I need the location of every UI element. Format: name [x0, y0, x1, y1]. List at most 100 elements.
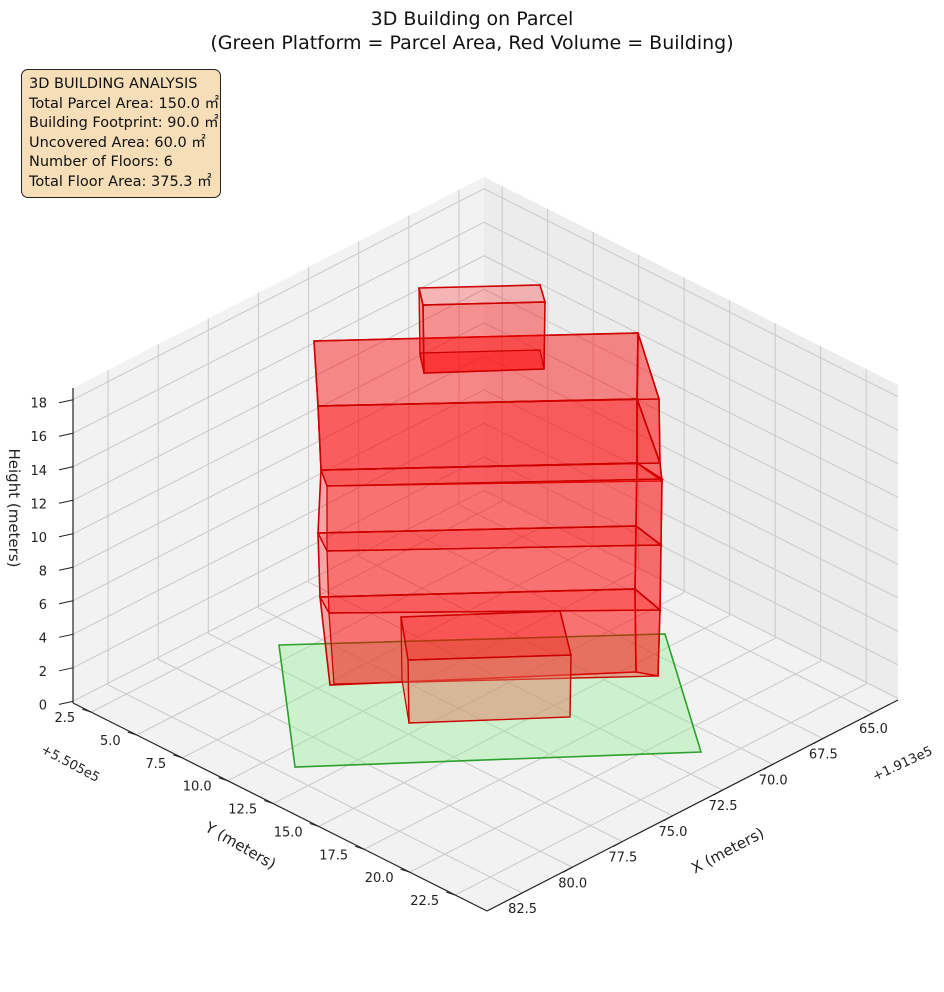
- info-total-floor-area: Total Floor Area: 375.3 ㎡: [29, 173, 212, 190]
- building-penthouse: [417, 284, 547, 374]
- chart-title: 3D Building on Parcel: [370, 8, 574, 30]
- y-tick-mark: [309, 822, 319, 827]
- grid-wall-z-left: [72, 322, 485, 535]
- grid-wall-z-right: [483, 288, 899, 498]
- grid-wall-z-left: [72, 389, 485, 602]
- y-tick-label: 17.5: [319, 848, 348, 863]
- grid-wall-z-right: [483, 489, 899, 699]
- building-annex: [400, 610, 573, 724]
- annex-top: [400, 610, 573, 661]
- x-tick-label: 67.5: [809, 748, 838, 763]
- info-number-of-floors: Number of Floors: 6: [29, 154, 173, 170]
- grid-floor-x: [208, 633, 623, 842]
- grid-wall-z-right: [483, 456, 899, 666]
- grid-floor-x: [308, 581, 723, 791]
- grid-wall-z-right: [483, 355, 899, 565]
- x-tick-label: 82.5: [508, 902, 537, 917]
- z-tick-label: 0: [39, 698, 47, 713]
- grid-wall-z-left: [72, 288, 485, 501]
- grid-floor-x: [458, 504, 874, 714]
- grid-floor-x: [107, 684, 523, 894]
- y-axis-label: Y (meters): [201, 818, 279, 873]
- y-tick-mark: [173, 754, 183, 759]
- grid-wall-z-right: [483, 221, 899, 431]
- x-axis-line: [486, 699, 899, 912]
- chart-subtitle: (Green Platform = Parcel Area, Red Volum…: [210, 32, 734, 54]
- y-tick-mark: [355, 845, 365, 850]
- grid-wall-z-right: [483, 188, 899, 398]
- x-tick-label: 65.0: [859, 722, 888, 737]
- penthouse-bottom: [419, 349, 545, 374]
- y-offset-label: +5.505e5: [38, 742, 102, 785]
- z-tick-label: 16: [30, 430, 47, 445]
- grid-floor-y: [363, 637, 776, 850]
- z-tick-mark: [58, 700, 74, 705]
- grid-floor-y: [227, 569, 639, 782]
- y-tick-label: 5.0: [100, 734, 121, 749]
- grid-floor-y: [272, 592, 685, 805]
- grid-floor-y: [318, 614, 730, 827]
- annex-side: [400, 616, 410, 724]
- grid-wall-z-right: [483, 422, 899, 632]
- grid-wall-z-right: [483, 389, 899, 599]
- floor-top-face: [316, 525, 664, 552]
- annex-front: [407, 654, 572, 724]
- x-tick-mark: [863, 712, 874, 719]
- z-tick-label: 18: [30, 397, 47, 412]
- y-tick-label: 12.5: [228, 803, 257, 818]
- info-parcel-area: Total Parcel Area: 150.0 ㎡: [29, 95, 220, 112]
- analysis-info-box: 3D BUILDING ANALYSIS Total Parcel Area: …: [21, 69, 221, 198]
- z-tick-mark: [58, 466, 74, 471]
- grid-floor-y: [409, 660, 821, 873]
- x-offset-label: +1.913e5: [870, 744, 935, 785]
- x-tick-label: 72.5: [709, 799, 738, 814]
- y-tick-mark: [400, 868, 410, 873]
- floor-top-face: [318, 588, 662, 614]
- grid-floor-x: [157, 658, 573, 868]
- x-tick-label: 75.0: [658, 825, 687, 840]
- y-tick-label: 7.5: [145, 757, 166, 772]
- x-tick-mark: [562, 866, 573, 873]
- grid-floor-x: [258, 607, 673, 817]
- y-tick-label: 2.5: [55, 711, 76, 726]
- grid-wall-z-left: [72, 355, 485, 568]
- y-tick-mark: [82, 708, 92, 713]
- x-axis-label: X (meters): [688, 824, 767, 877]
- grid-wall-z-left: [72, 456, 485, 669]
- x-tick-mark: [663, 815, 673, 822]
- info-heading: 3D BUILDING ANALYSIS: [29, 76, 198, 92]
- x-tick-mark: [813, 738, 824, 745]
- z-tick-label: 2: [39, 665, 47, 680]
- y-axis-line: [72, 702, 488, 912]
- y-tick-label: 15.0: [274, 825, 303, 840]
- y-tick-mark: [445, 891, 456, 896]
- floor-top-face: [317, 398, 661, 471]
- grid-wall-z-left: [72, 221, 485, 434]
- z-tick-mark: [58, 667, 74, 672]
- y-tick-label: 20.0: [365, 871, 394, 886]
- z-axis-label: Height (meters): [5, 449, 23, 568]
- y-tick-label: 22.5: [410, 894, 439, 909]
- building-floor: [316, 524, 664, 614]
- x-tick-mark: [613, 841, 623, 847]
- grid-floor-y: [454, 683, 867, 896]
- grid-floor-y: [181, 546, 594, 759]
- axis-lines: [72, 388, 899, 912]
- y-tick-mark: [264, 800, 274, 805]
- tick-labels: 65.0 67.5 70.0 72.5 75.0 77.5 80.0 82.5 2.5 5.0 7.…: [30, 397, 887, 917]
- x-tick-label: 80.0: [558, 876, 587, 891]
- z-tick-label: 4: [39, 631, 47, 646]
- floor-top-face: [313, 332, 660, 407]
- x-tick-label: 77.5: [608, 851, 637, 866]
- x-tick-mark: [713, 789, 723, 796]
- z-tick-label: 6: [39, 598, 47, 613]
- grid-wall-z-left: [72, 188, 485, 401]
- z-tick-label: 14: [30, 464, 47, 479]
- x-tick-label: 70.0: [759, 773, 788, 788]
- y-tick-mark: [218, 777, 228, 782]
- z-tick-mark: [58, 499, 74, 504]
- building-floor: [318, 587, 662, 686]
- grid-wall-z-right: [483, 255, 899, 465]
- building-floor: [317, 461, 665, 552]
- info-building-footprint: Building Footprint: 90.0 ㎡: [29, 115, 219, 131]
